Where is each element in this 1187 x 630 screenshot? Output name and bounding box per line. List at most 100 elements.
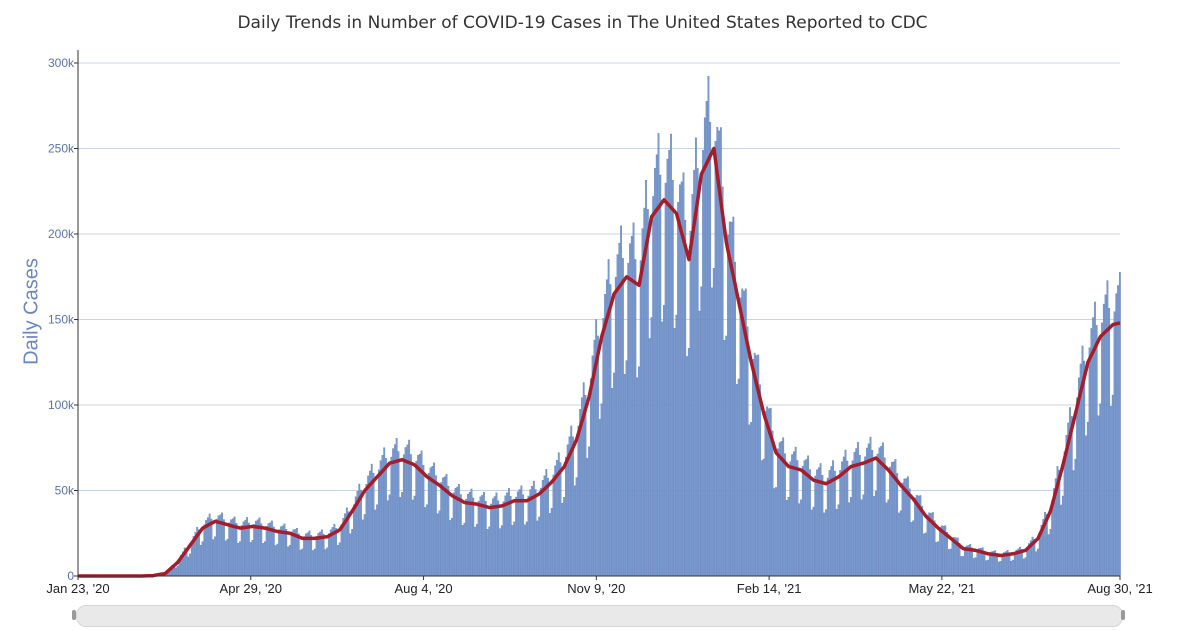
daily-case-bar [712,268,715,577]
y-tick-label: 100k [48,398,75,412]
daily-case-bar [500,525,503,577]
daily-case-bar [304,533,307,577]
daily-case-bar [174,567,177,577]
daily-case-bar [625,360,628,577]
daily-case-bar [340,524,343,577]
daily-case-bar [946,532,948,577]
daily-case-bar [1090,328,1093,577]
daily-case-bar [459,494,462,577]
daily-case-bar [974,557,977,577]
daily-case-bar [509,496,512,577]
daily-case-bar [1001,554,1004,577]
daily-case-bar [223,519,225,577]
daily-case-bar [524,524,526,577]
daily-case-bar [686,356,688,577]
daily-case-bar [310,535,313,577]
daily-case-bar [675,314,678,577]
daily-case-bar [365,484,368,577]
daily-case-bar [816,469,818,577]
daily-case-bar [399,497,402,577]
daily-case-bar [573,485,576,577]
daily-case-bar [616,254,619,577]
daily-case-bar [586,457,589,577]
daily-case-bar [600,403,603,577]
daily-case-bar [226,538,229,577]
daily-case-bar [1097,415,1100,577]
daily-case-bar [1088,347,1091,577]
daily-case-bar [388,494,391,577]
daily-case-bar [285,529,288,577]
daily-case-bar [878,447,881,577]
daily-case-bar [449,520,452,577]
y-tick-label: 300k [48,56,75,70]
daily-case-bar [386,500,389,577]
daily-case-bar [800,499,802,577]
daily-case-bar [372,472,375,577]
daily-case-bar [752,359,754,577]
daily-case-bar [230,519,232,577]
daily-case-bar [367,475,370,577]
daily-case-bar [775,487,777,577]
daily-case-bar [589,378,592,577]
daily-case-bar [1083,360,1086,577]
daily-case-bar [714,141,717,577]
daily-case-bar [415,460,418,577]
daily-case-bar [867,443,870,577]
y-tick-label: 0 [67,569,74,583]
daily-case-bar [491,498,494,577]
daily-case-bar [486,529,489,577]
daily-case-bar [762,458,765,577]
daily-case-bar [1049,529,1052,577]
daily-case-bar [247,522,250,577]
daily-case-bar [235,523,238,577]
daily-case-bar [313,548,316,577]
daily-case-bar [753,352,756,577]
daily-case-bar [417,455,419,577]
daily-case-bar [711,287,713,577]
daily-case-bar [638,366,640,577]
daily-case-bar [1035,551,1038,577]
daily-case-bar [217,515,220,577]
daily-case-bar [534,489,537,577]
x-tick-label: Apr 29, '20 [220,581,282,596]
daily-case-bar [351,529,354,577]
daily-case-bar [422,465,425,577]
daily-case-bar [395,438,398,577]
daily-case-bar [477,500,480,577]
daily-case-bar [516,491,519,577]
daily-case-bar [899,510,902,577]
daily-case-bar [887,499,890,577]
daily-case-bar [287,546,289,577]
daily-case-bar [657,133,660,577]
daily-case-bar [410,454,412,577]
daily-case-bar [823,512,826,577]
daily-case-bar [869,436,872,577]
daily-case-bar [390,456,393,577]
daily-case-bar [1118,272,1121,577]
daily-case-bar [896,473,899,577]
daily-case-bar [214,536,216,577]
daily-case-bar [826,477,829,577]
daily-case-bar [670,133,672,577]
daily-case-bar [759,384,761,577]
daily-case-bar [1086,421,1089,577]
daily-case-bar [684,219,687,577]
daily-case-bar [630,235,633,577]
daily-case-bar [548,513,551,577]
y-tick-label: 50k [55,484,75,498]
daily-case-bar [541,480,544,577]
daily-case-bar [224,540,227,577]
range-slider-right-handle[interactable] [1121,610,1125,620]
daily-case-bar [666,158,669,577]
daily-case-bar [604,294,606,577]
daily-case-bar [499,528,501,577]
daily-case-bar [883,457,886,577]
range-slider-left-handle[interactable] [72,610,76,620]
daily-case-bar [385,458,387,577]
daily-case-bar [424,507,427,577]
daily-case-bar [328,533,330,577]
range-slider[interactable] [76,605,1123,627]
daily-case-bar [253,524,256,577]
daily-case-bar [971,547,973,577]
daily-case-bar [668,149,671,577]
